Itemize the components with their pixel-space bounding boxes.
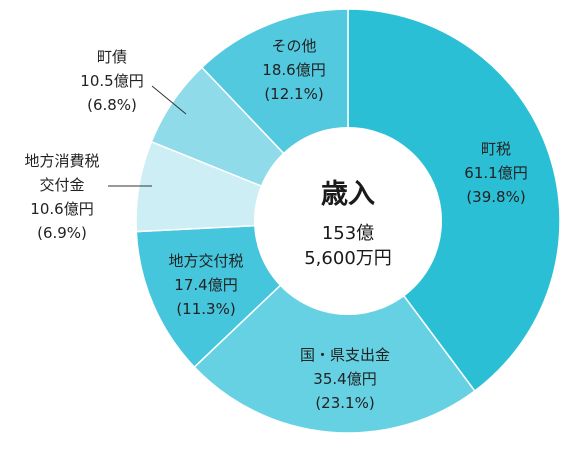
center-title: 歳入 bbox=[321, 179, 375, 210]
label-kokuken-amount: 35.4億円 bbox=[313, 370, 376, 388]
label-chosai-name: 町債 bbox=[97, 48, 127, 66]
leader-line-chosai bbox=[151, 85, 187, 115]
slice-kokuken bbox=[193, 219, 476, 434]
center-hole bbox=[254, 127, 442, 315]
label-kofuzei-amount: 17.4億円 bbox=[174, 276, 237, 294]
label-sonota-amount: 18.6億円 bbox=[262, 61, 325, 79]
label-shohizei-name-1: 地方消費税 bbox=[24, 152, 99, 170]
label-chozei-name: 町税 bbox=[481, 140, 511, 158]
label-chosai-amount: 10.5億円 bbox=[80, 72, 143, 90]
label-shohizei-percent: (6.9%) bbox=[37, 224, 87, 242]
label-kofuzei-name: 地方交付税 bbox=[168, 252, 243, 270]
label-shohizei-amount: 10.6億円 bbox=[30, 200, 93, 218]
label-kokuken-name: 国・県支出金 bbox=[300, 346, 390, 364]
label-kofuzei-percent: (11.3%) bbox=[176, 300, 235, 318]
label-chozei-percent: (39.8%) bbox=[466, 188, 525, 206]
label-sonota-percent: (12.1%) bbox=[264, 85, 323, 103]
slice-chozei bbox=[347, 8, 561, 392]
label-chosai-percent: (6.8%) bbox=[87, 96, 137, 114]
label-kokuken-percent: (23.1%) bbox=[315, 394, 374, 412]
label-chozei-amount: 61.1億円 bbox=[464, 164, 527, 182]
label-sonota-name: その他 bbox=[271, 37, 316, 55]
center-total-line1: 153億 bbox=[322, 223, 374, 244]
label-shohizei-name-2: 交付金 bbox=[39, 176, 84, 194]
center-total-line2: 5,600万円 bbox=[304, 248, 392, 269]
